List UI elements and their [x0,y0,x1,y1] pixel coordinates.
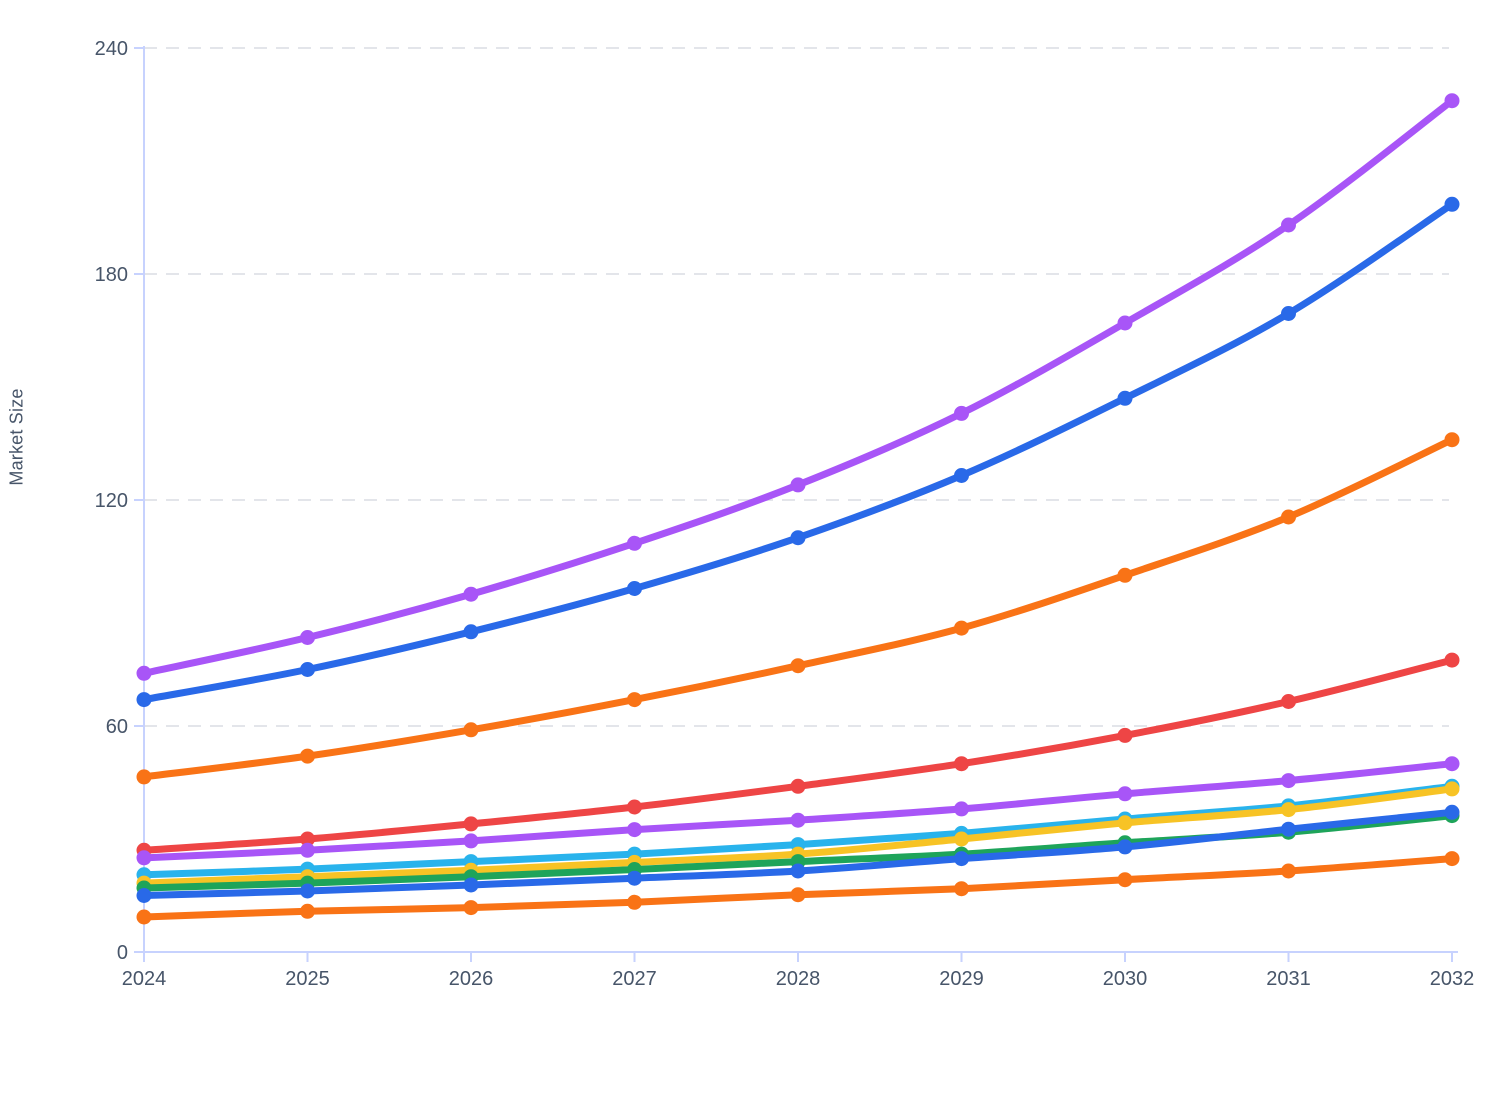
y-tick-label: 120 [95,490,128,512]
x-tick-label: 2032 [1430,968,1475,990]
series-2-blue-point [1117,390,1133,406]
series-2-blue-point [790,530,806,546]
x-tick-label: 2028 [776,968,821,990]
series-10-orange-point [954,881,969,897]
series-2-blue-point [136,692,152,708]
x-tick-label: 2025 [285,968,330,990]
series-5-violet-point [954,801,969,817]
series-10-orange-point [300,903,315,919]
series-1-purple-point [136,665,152,681]
series-7-yellow-point [954,831,969,847]
series-3-orange-point [463,722,479,738]
series-4-red-point [627,799,642,815]
series-10-orange-point [463,900,479,916]
y-axis-title: Market Size [6,388,27,486]
series-10-orange-point [1117,872,1133,888]
series-9-royalblue-point [1444,804,1460,820]
series-2-blue-line [140,200,1456,704]
x-tick-label: 2029 [939,968,984,990]
series-3-orange-point [790,658,806,674]
series-5-violet-point [1281,773,1296,789]
series-1-purple-point [790,477,806,493]
series-9-royalblue-point [1117,839,1133,855]
series-10-orange-point [136,909,152,925]
x-tick-label: 2027 [612,968,657,990]
series-4-red-point [790,778,806,794]
series-4-red-point [1281,694,1296,709]
series-9-royalblue-point [463,877,479,893]
series-2-blue-point [1444,196,1460,212]
series-1-purple-point [1117,315,1133,331]
y-tick-label: 180 [95,264,128,286]
series-2-blue-point [954,468,969,483]
series-9-royalblue-point [300,883,315,899]
series-9-royalblue-point [627,870,642,886]
series-1-purple-point [1281,217,1296,233]
series-9-royalblue-point [136,888,152,903]
x-tick-label: 2030 [1103,968,1148,990]
series-1-purple-point [954,405,969,421]
x-tick-label: 2026 [449,968,494,990]
series-10-orange-point [627,894,642,910]
series-3-orange-point [954,620,969,636]
series-4-red-point [954,756,969,772]
series-9-royalblue-point [1281,821,1296,837]
series-9-royalblue-point [790,863,806,879]
series-1-purple-point [1444,93,1460,109]
series-10-orange-point [1444,851,1460,867]
series-7-yellow-point [1281,802,1296,818]
series-5-violet-point [1444,756,1460,772]
series-7-yellow-point [1117,815,1133,831]
series-3-orange-point [1444,432,1460,448]
y-tick-label: 60 [106,716,128,738]
series-7-yellow-point [1444,781,1460,797]
series-10-orange-point [1281,863,1296,879]
series-9-royalblue-point [954,851,969,867]
series-3-orange-point [300,748,315,764]
x-tick-label: 2024 [122,968,167,990]
series-3-orange-point [1281,509,1296,525]
series-4-red-point [300,831,315,847]
series-5-violet-point [790,812,806,828]
series-3-orange-point [627,692,642,708]
series-2-blue-point [300,662,315,677]
series-4-red-point [463,816,479,832]
series-3-orange-point [136,769,152,785]
y-tick-label: 240 [95,38,128,60]
series-4-red-point [1117,727,1133,743]
series-1-purple-point [627,535,642,551]
series-5-violet-point [627,822,642,838]
series-5-violet-point [136,850,152,866]
series-5-violet-point [300,842,315,858]
series-2-blue-point [627,581,642,596]
series-10-orange-point [790,887,806,903]
series-2-blue-point [463,624,479,640]
series-1-purple-point [300,630,315,645]
y-tick-label: 0 [117,942,128,964]
x-tick-label: 2031 [1266,968,1311,990]
series-1-purple-point [463,586,479,602]
series-1-purple-line [140,97,1456,677]
series-2-blue-point [1281,306,1296,321]
series-5-violet-point [1117,786,1133,802]
series-4-red-point [1444,652,1460,668]
series-5-violet-point [463,833,479,849]
series-3-orange-point [1117,567,1133,583]
